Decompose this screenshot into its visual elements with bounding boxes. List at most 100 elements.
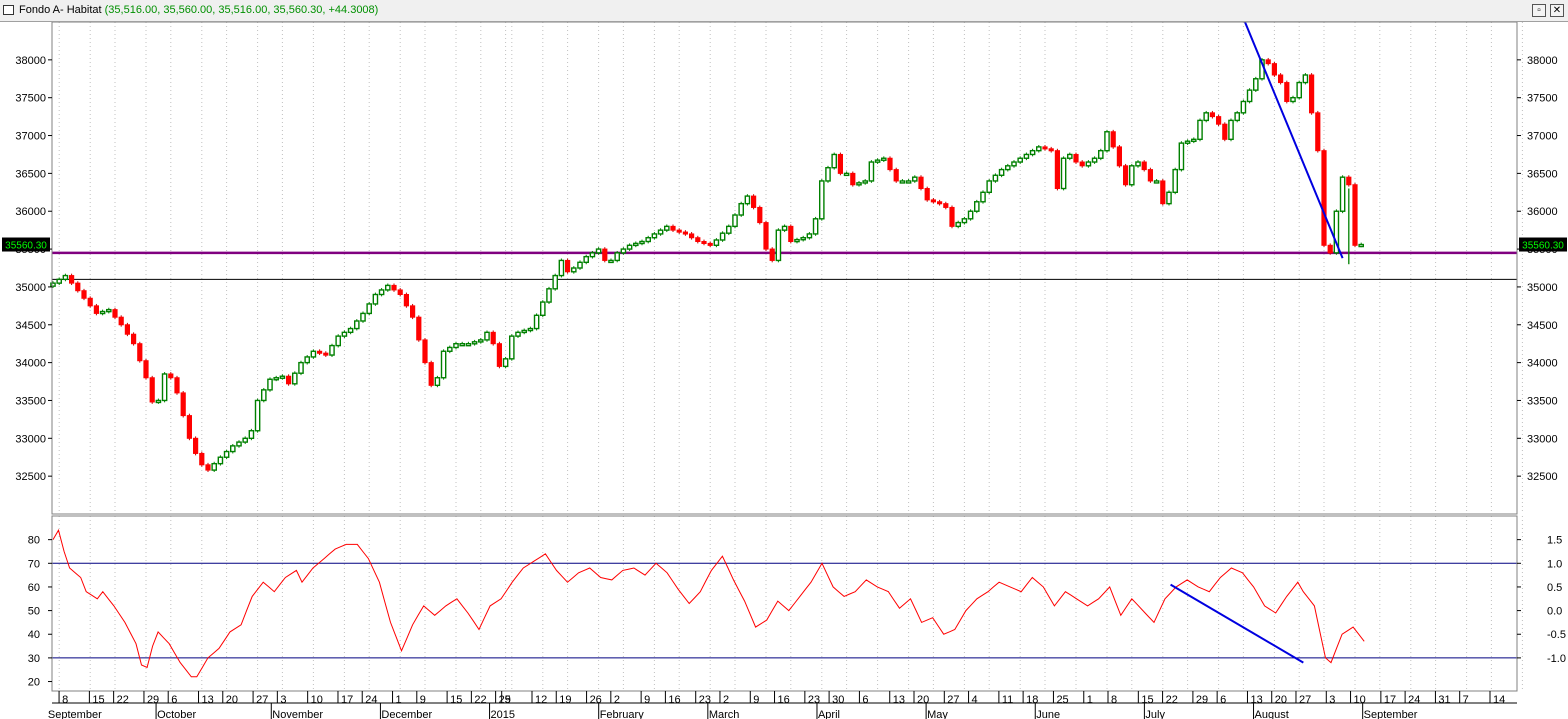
candle-down <box>323 352 329 356</box>
candle-up <box>1011 161 1017 167</box>
price-panel <box>50 22 1517 472</box>
candle-up <box>211 462 218 471</box>
candle-up <box>558 259 565 277</box>
candle-down <box>1284 82 1290 102</box>
candle-up <box>1234 112 1240 122</box>
candle-up <box>639 240 645 245</box>
candle-down <box>1123 165 1129 186</box>
candle-up <box>1178 142 1185 171</box>
price-ytick-label-right: 35000 <box>1527 282 1558 294</box>
candle-up <box>1228 119 1234 141</box>
candle-down <box>118 316 124 326</box>
candle-up <box>825 167 831 182</box>
xaxis-day-label: 18 <box>1026 694 1038 706</box>
candle-up <box>1091 157 1098 163</box>
price-ytick-label-left: 36000 <box>15 206 46 218</box>
restore-window-icon[interactable]: ▫ <box>1532 4 1546 17</box>
candle-up <box>1172 168 1178 194</box>
candle-up <box>242 437 249 443</box>
price-ytick-label-right: 36000 <box>1527 206 1558 218</box>
price-ytick-label-right: 38000 <box>1527 55 1558 67</box>
oscillator-ytick-label-right: 0.0 <box>1547 606 1562 618</box>
candle-down <box>887 157 893 171</box>
candle-down <box>180 392 186 417</box>
candle-down <box>757 206 763 224</box>
xaxis-month-label: December <box>381 709 432 719</box>
window-system-icon[interactable] <box>3 5 14 15</box>
xaxis-day-label: 9 <box>644 694 650 706</box>
candle-up <box>229 445 236 453</box>
price-ytick-label-right: 33000 <box>1527 433 1558 445</box>
candle-down <box>193 437 199 454</box>
last-price-box-left <box>2 237 50 252</box>
candle-down <box>112 309 118 318</box>
candle-up <box>806 233 813 239</box>
candle-down <box>1079 161 1085 167</box>
candle-down <box>317 350 323 354</box>
oscillator-ytick-label-right: 1.0 <box>1547 558 1562 570</box>
candle-down <box>1141 161 1147 171</box>
xaxis-month-label: August <box>1255 709 1289 719</box>
xaxis-day-label: 12 <box>535 694 547 706</box>
close-window-icon[interactable]: ✕ <box>1550 4 1564 17</box>
candle-down <box>670 225 676 231</box>
candle-up <box>484 331 490 341</box>
candle-up <box>974 201 980 212</box>
candle-up <box>1290 96 1296 103</box>
candle-up <box>899 180 906 184</box>
candle-up <box>713 239 720 246</box>
candle-up <box>546 288 552 303</box>
symbol-name: Fondo A- Habitat <box>19 4 102 16</box>
xaxis-month-label: 2015 <box>491 709 515 719</box>
price-grid <box>58 22 1523 514</box>
candle-up <box>1023 153 1030 159</box>
xaxis-day-label: 3 <box>280 694 286 706</box>
candle-up <box>515 331 521 337</box>
candle-down <box>81 290 87 299</box>
candle-up <box>657 229 664 235</box>
candle-up <box>385 284 391 291</box>
candle-down <box>1222 123 1228 140</box>
oscillator-ytick-label-right: 0.5 <box>1547 582 1562 594</box>
xaxis-day-label: 13 <box>893 694 905 706</box>
price-ytick-label-right: 32500 <box>1527 471 1558 483</box>
xaxis-day-label: 13 <box>202 694 214 706</box>
candle-down <box>1309 74 1315 114</box>
xaxis-month-label: September <box>1364 709 1418 719</box>
candle-up <box>992 174 999 182</box>
xaxis-month-label: May <box>927 709 948 719</box>
xaxis-day-label: 16 <box>668 694 680 706</box>
price-ytick-label-right: 33500 <box>1527 395 1558 407</box>
window-title: Fondo A- Habitat (35,516.00, 35,560.00, … <box>19 4 378 16</box>
candle-up <box>719 232 726 241</box>
candle-down <box>205 464 211 471</box>
candle-up <box>434 377 441 387</box>
candle-up <box>980 191 986 203</box>
candle-up <box>1066 153 1073 159</box>
candle-up <box>868 161 875 182</box>
chart-area: 32500 32500 33000 33000 33500 33500 34000 34000… <box>2 22 1567 719</box>
xaxis-day-label: 25 <box>1056 694 1068 706</box>
xaxis-day-label: 14 <box>1493 694 1505 706</box>
candle-up <box>372 293 379 305</box>
candle-up <box>1302 74 1309 84</box>
price-ytick-label-left: 38000 <box>15 55 46 67</box>
candle-down <box>565 259 571 273</box>
candle-up <box>744 195 751 205</box>
price-ytick-label-left: 34500 <box>15 320 46 332</box>
candle-up <box>1017 157 1023 163</box>
candle-down <box>1116 146 1123 167</box>
candle-down <box>924 188 930 201</box>
candle-down <box>1209 112 1216 118</box>
candle-up <box>664 225 670 231</box>
xaxis-day-label: 17 <box>1384 694 1396 706</box>
xaxis-day-label: 10 <box>311 694 323 706</box>
price-ytick-label-right: 34000 <box>1527 358 1558 370</box>
candle-up <box>62 274 69 281</box>
candle-up <box>1197 119 1203 141</box>
candle-up <box>1190 138 1197 143</box>
candle-up <box>540 301 546 317</box>
candle-up <box>1252 78 1259 91</box>
xaxis-day-label: 27 <box>256 694 268 706</box>
candle-up <box>56 278 62 284</box>
